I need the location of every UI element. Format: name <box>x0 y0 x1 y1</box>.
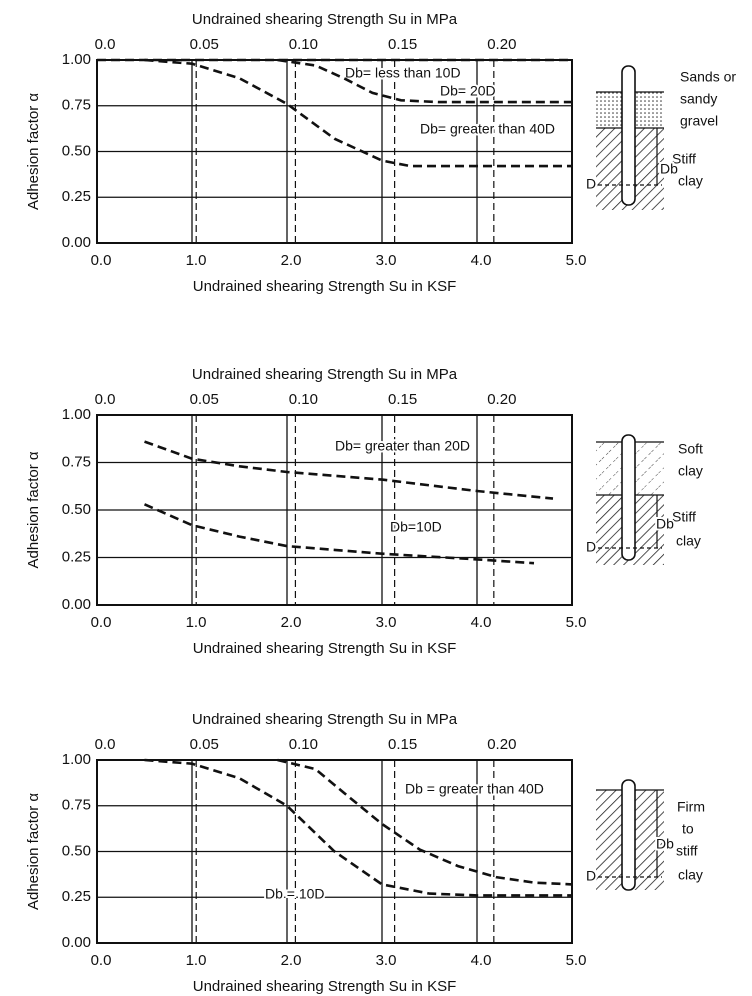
x-tick-label: 5.0 <box>566 252 587 269</box>
y-tick-label: 0.25 <box>62 188 91 205</box>
x-axis-label: Undrained shearing Strength Su in KSF <box>193 640 457 657</box>
curve-label: Db= less than 10D <box>345 65 461 81</box>
sketch-label: D <box>586 868 596 884</box>
sketch-label: Stiff <box>672 151 696 167</box>
curve-label: Db = 10D <box>265 886 325 902</box>
y-tick-label: 0.75 <box>62 97 91 114</box>
x2-tick-label: 0.20 <box>487 391 516 408</box>
y-axis-label: Adhesion factor α <box>25 451 42 568</box>
sketch-label: clay <box>678 173 703 189</box>
sketch-label: D <box>586 539 596 555</box>
x-tick-label: 0.0 <box>91 952 112 969</box>
y-tick-label: 0.00 <box>62 934 91 951</box>
x2-tick-label: 0.05 <box>190 391 219 408</box>
data-line <box>143 503 535 565</box>
y-tick-label: 1.00 <box>62 751 91 768</box>
data-line <box>144 58 572 168</box>
y-tick-label: 0.75 <box>62 797 91 814</box>
x-tick-label: 1.0 <box>186 614 207 631</box>
x-tick-label: 3.0 <box>376 252 397 269</box>
curve-label: Db = greater than 40D <box>405 781 544 797</box>
curve-label: Db= greater than 40D <box>420 121 555 137</box>
x2-tick-label: 0.15 <box>388 391 417 408</box>
sketch-label: D <box>586 176 596 192</box>
sketch-label: clay <box>678 463 703 479</box>
data-line <box>144 758 572 897</box>
x-tick-label: 5.0 <box>566 614 587 631</box>
data-line <box>277 58 572 104</box>
x2-axis-label: Undrained shearing Strength Su in MPa <box>192 711 458 728</box>
x-tick-label: 3.0 <box>376 952 397 969</box>
y-tick-label: 0.00 <box>62 596 91 613</box>
x2-tick-label: 0.10 <box>289 391 318 408</box>
curve-label: Db= greater than 20D <box>335 438 470 454</box>
x-tick-label: 0.0 <box>91 614 112 631</box>
y-axis-label: Adhesion factor α <box>25 93 42 210</box>
x2-tick-label: 0.10 <box>289 36 318 53</box>
x2-axis-label: Undrained shearing Strength Su in MPa <box>192 11 458 28</box>
sketch-label: Soft <box>678 441 703 457</box>
sketch-label: stiff <box>676 843 698 859</box>
sketch-label: Db <box>656 836 674 852</box>
x2-tick-label: 0.05 <box>190 36 219 53</box>
y-axis-label: Adhesion factor α <box>25 793 42 910</box>
sketch-label: to <box>682 821 694 837</box>
y-tick-label: 0.00 <box>62 234 91 251</box>
curve-label: Db=10D <box>390 519 442 535</box>
x-tick-label: 4.0 <box>471 252 492 269</box>
sketch-label: Firm <box>677 799 705 815</box>
x-tick-label: 5.0 <box>566 952 587 969</box>
sketch-label: Db <box>660 161 678 177</box>
sketch-label: gravel <box>680 113 718 129</box>
x2-tick-label: 0.15 <box>388 36 417 53</box>
x2-tick-label: 0.05 <box>190 736 219 753</box>
x-tick-label: 0.0 <box>91 252 112 269</box>
data-line <box>144 440 554 500</box>
x-tick-label: 4.0 <box>471 614 492 631</box>
x-tick-label: 2.0 <box>281 614 302 631</box>
x-tick-label: 2.0 <box>281 252 302 269</box>
x2-axis-label: Undrained shearing Strength Su in MPa <box>192 366 458 383</box>
sketch-label: sandy <box>680 91 717 107</box>
x-axis-label: Undrained shearing Strength Su in KSF <box>193 278 457 295</box>
sketch-label: Db <box>656 516 674 532</box>
x-tick-label: 3.0 <box>376 614 397 631</box>
sketch-label: Sands or <box>680 69 736 85</box>
x2-tick-label: 0.0 <box>95 391 116 408</box>
sketch-label: clay <box>678 867 703 883</box>
pile <box>621 434 636 561</box>
pile <box>621 779 636 891</box>
y-tick-label: 1.00 <box>62 51 91 68</box>
x2-tick-label: 0.20 <box>487 36 516 53</box>
x-tick-label: 1.0 <box>186 252 207 269</box>
x-tick-label: 4.0 <box>471 952 492 969</box>
x2-tick-label: 0.20 <box>487 736 516 753</box>
y-tick-label: 0.50 <box>62 842 91 859</box>
x-axis-label: Undrained shearing Strength Su in KSF <box>193 978 457 995</box>
x-tick-label: 1.0 <box>186 952 207 969</box>
sketch-label: clay <box>676 533 701 549</box>
data-line <box>277 758 573 886</box>
y-tick-label: 1.00 <box>62 406 91 423</box>
pile <box>621 65 636 206</box>
x2-tick-label: 0.0 <box>95 36 116 53</box>
x2-tick-label: 0.0 <box>95 736 116 753</box>
y-tick-label: 0.25 <box>62 888 91 905</box>
y-tick-label: 0.25 <box>62 548 91 565</box>
y-tick-label: 0.50 <box>62 142 91 159</box>
x2-tick-label: 0.15 <box>388 736 417 753</box>
sketch-label: Stiff <box>672 509 696 525</box>
x2-tick-label: 0.10 <box>289 736 318 753</box>
x-tick-label: 2.0 <box>281 952 302 969</box>
y-tick-label: 0.50 <box>62 501 91 518</box>
y-tick-label: 0.75 <box>62 453 91 470</box>
curve-label: Db= 20D <box>440 83 496 99</box>
